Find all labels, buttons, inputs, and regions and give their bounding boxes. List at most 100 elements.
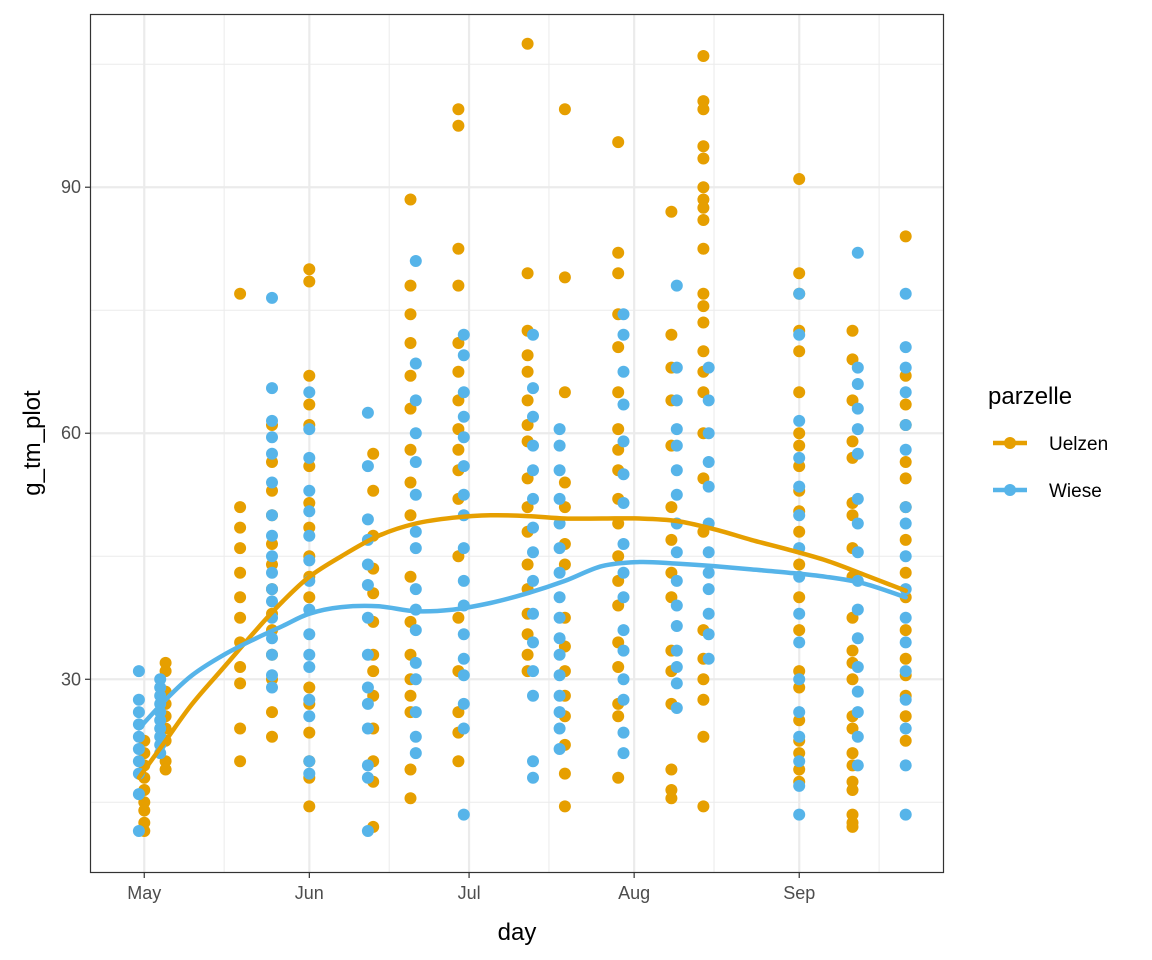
point-wiese xyxy=(266,632,278,645)
point-uelzen xyxy=(665,205,678,218)
point-uelzen xyxy=(367,665,380,678)
point-uelzen xyxy=(793,386,806,399)
point-uelzen xyxy=(899,710,912,723)
point-wiese xyxy=(553,648,566,661)
point-wiese xyxy=(409,673,422,686)
point-wiese xyxy=(793,706,806,719)
point-uelzen xyxy=(404,369,417,382)
point-wiese xyxy=(670,488,683,501)
point-uelzen xyxy=(697,152,710,165)
point-uelzen xyxy=(303,521,316,534)
point-uelzen xyxy=(159,763,172,776)
point-uelzen xyxy=(558,103,571,116)
point-uelzen xyxy=(234,755,247,768)
point-wiese xyxy=(553,669,566,682)
point-uelzen xyxy=(697,242,710,255)
point-uelzen xyxy=(159,656,172,669)
point-wiese xyxy=(617,693,630,706)
point-wiese xyxy=(266,583,278,596)
point-wiese xyxy=(617,468,630,481)
point-wiese xyxy=(409,706,422,719)
point-wiese xyxy=(793,414,806,427)
point-wiese xyxy=(409,394,422,407)
point-wiese xyxy=(527,439,539,452)
point-wiese xyxy=(899,287,912,300)
point-wiese xyxy=(553,439,566,452)
point-wiese xyxy=(457,460,470,473)
point-wiese xyxy=(899,808,912,821)
point-wiese xyxy=(361,460,374,473)
x-axis-title: day xyxy=(498,919,537,946)
point-wiese xyxy=(702,546,715,559)
point-uelzen xyxy=(367,447,380,460)
point-wiese xyxy=(409,730,422,743)
point-wiese xyxy=(457,652,470,665)
point-uelzen xyxy=(697,730,710,743)
point-wiese xyxy=(793,779,806,792)
point-wiese xyxy=(670,620,683,632)
point-uelzen xyxy=(234,501,247,514)
point-wiese xyxy=(851,632,864,645)
point-uelzen xyxy=(697,316,710,329)
point-wiese xyxy=(617,747,630,760)
point-wiese xyxy=(851,706,864,719)
point-wiese xyxy=(266,291,278,304)
point-uelzen xyxy=(846,820,859,833)
point-uelzen xyxy=(697,193,710,206)
point-wiese xyxy=(553,591,566,604)
point-wiese xyxy=(851,492,864,505)
point-wiese xyxy=(457,328,470,341)
point-wiese xyxy=(899,611,912,624)
point-uelzen xyxy=(612,386,625,399)
point-uelzen xyxy=(793,345,806,358)
point-wiese xyxy=(457,669,470,682)
point-wiese xyxy=(617,365,630,378)
point-uelzen xyxy=(234,661,247,673)
point-wiese xyxy=(702,427,715,440)
point-uelzen xyxy=(697,300,710,313)
point-wiese xyxy=(457,386,470,399)
legend-key-point-uelzen xyxy=(1004,437,1016,449)
point-wiese xyxy=(457,410,470,423)
point-wiese xyxy=(409,542,422,555)
point-wiese xyxy=(527,755,539,768)
legend-title: parzelle xyxy=(988,383,1072,410)
y-tick-label: 60 xyxy=(61,423,81,443)
point-wiese xyxy=(793,607,806,620)
point-uelzen xyxy=(846,808,859,821)
point-wiese xyxy=(851,661,864,673)
point-wiese xyxy=(851,759,864,772)
point-uelzen xyxy=(266,730,278,743)
point-uelzen xyxy=(793,427,806,440)
point-wiese xyxy=(266,550,278,563)
point-wiese xyxy=(670,279,683,292)
point-uelzen xyxy=(899,398,912,411)
point-wiese xyxy=(361,681,374,694)
point-uelzen xyxy=(452,443,465,456)
point-wiese xyxy=(527,546,539,559)
point-uelzen xyxy=(303,800,316,813)
point-wiese xyxy=(266,681,278,694)
x-axis: May Jun Jul Aug Sep xyxy=(127,872,815,903)
point-wiese xyxy=(303,767,316,780)
point-uelzen xyxy=(558,271,571,284)
point-wiese xyxy=(132,743,145,755)
point-wiese xyxy=(409,357,422,370)
point-uelzen xyxy=(793,439,806,452)
point-wiese xyxy=(154,730,167,743)
point-wiese xyxy=(132,730,145,743)
point-wiese xyxy=(457,349,470,362)
point-wiese xyxy=(303,529,316,542)
point-uelzen xyxy=(899,652,912,665)
minor-gridlines xyxy=(91,15,943,872)
point-uelzen xyxy=(452,611,465,624)
point-wiese xyxy=(266,431,278,444)
point-wiese xyxy=(617,673,630,686)
point-wiese xyxy=(670,439,683,452)
point-uelzen xyxy=(521,394,534,407)
point-uelzen xyxy=(793,763,806,776)
point-uelzen xyxy=(793,747,806,760)
point-wiese xyxy=(303,648,316,661)
point-uelzen xyxy=(234,611,247,624)
point-uelzen xyxy=(793,624,806,637)
